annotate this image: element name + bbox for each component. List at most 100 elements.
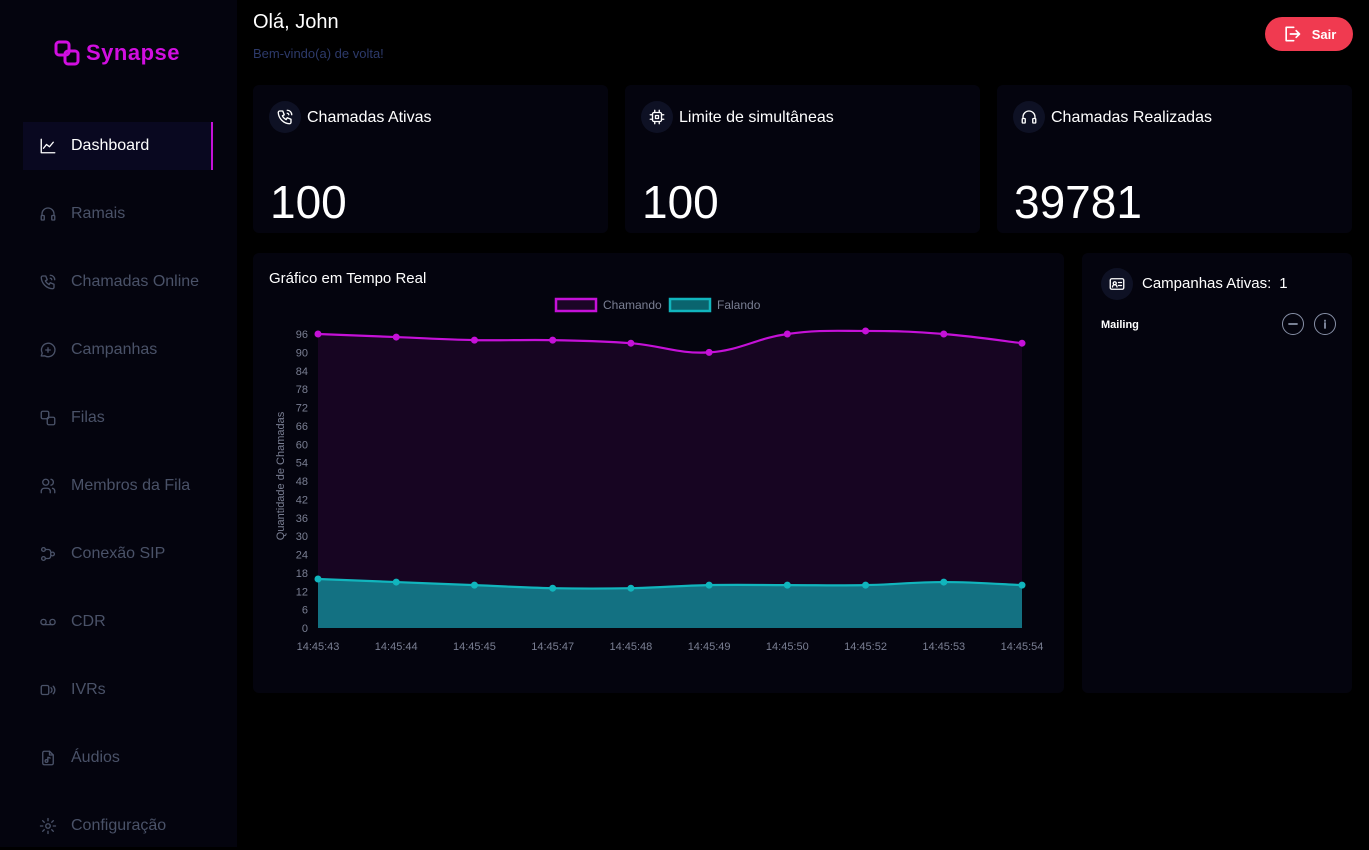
stat-icon-wrap xyxy=(641,101,673,133)
gear-icon xyxy=(39,817,57,835)
data-point[interactable] xyxy=(392,333,400,341)
sidebar-item-label: Chamadas Online xyxy=(71,273,200,290)
stat-value: 100 xyxy=(270,176,347,228)
legend-swatch[interactable] xyxy=(668,297,712,313)
series-line-chamando xyxy=(317,329,1023,354)
campaign-info-button[interactable] xyxy=(1314,313,1336,335)
y-tick-label: 36 xyxy=(296,513,308,525)
x-tick-label: 14:45:49 xyxy=(688,641,731,653)
sidebar-item-label: Dashboard xyxy=(71,137,150,154)
sidebar-item-campanhas[interactable]: Campanhas xyxy=(23,326,213,374)
sidebar-item-label: Conexão SIP xyxy=(71,545,166,562)
cpu-icon xyxy=(649,109,665,125)
sidebar-item-membros-da-fila[interactable]: Membros da Fila xyxy=(23,462,213,510)
x-tick-label: 14:45:50 xyxy=(766,641,809,653)
stat-card-limite-simultaneas: Limite de simultâneas 100 xyxy=(625,85,980,233)
y-tick-label: 24 xyxy=(296,550,308,562)
sidebar-item-chamadas-online[interactable]: Chamadas Online xyxy=(23,258,213,306)
data-point[interactable] xyxy=(940,578,948,586)
voicemail-icon xyxy=(40,618,56,626)
phone-call-icon xyxy=(40,274,56,290)
y-tick-label: 78 xyxy=(296,384,308,396)
data-point[interactable] xyxy=(705,581,713,589)
data-point[interactable] xyxy=(1018,581,1026,589)
legend-label[interactable]: Falando xyxy=(717,298,761,312)
stat-label: Chamadas Realizadas xyxy=(1051,109,1212,126)
pause-campaign-button[interactable] xyxy=(1282,313,1304,335)
message-plus-icon xyxy=(40,342,56,358)
campaign-icon-wrap xyxy=(1101,268,1133,300)
x-tick-label: 14:45:43 xyxy=(297,641,340,653)
realtime-chart-card: Gráfico em Tempo Real Chamando Falando 0 6… xyxy=(253,253,1064,693)
data-point[interactable] xyxy=(783,330,791,338)
data-point[interactable] xyxy=(627,584,635,592)
x-tick-label: 14:45:52 xyxy=(844,641,887,653)
campaigns-count: 1 xyxy=(1279,275,1288,292)
logout-label: Sair xyxy=(1311,26,1337,42)
data-point[interactable] xyxy=(314,575,322,583)
y-tick-label: 54 xyxy=(296,458,308,470)
data-point[interactable] xyxy=(549,336,557,344)
legend-label[interactable]: Chamando xyxy=(603,298,662,312)
realtime-chart: Chamando Falando 0 6 12 18 24 30 36 42 48 54 60 66 72… xyxy=(275,297,1044,653)
network-icon xyxy=(40,546,56,562)
data-point[interactable] xyxy=(392,578,400,586)
y-tick-label: 84 xyxy=(296,366,308,378)
series-line-falando xyxy=(317,577,1023,590)
chart-y-axis-label: Quantidade de Chamadas xyxy=(275,411,287,540)
y-tick-label: 72 xyxy=(296,403,308,415)
sidebar-item-ivrs[interactable]: IVRs xyxy=(23,666,213,714)
queue-icon xyxy=(40,410,56,426)
synapse-logo-icon xyxy=(54,40,80,66)
ivr-icon xyxy=(40,684,56,696)
sidebar-item-configuracao[interactable]: Configuração xyxy=(23,802,213,850)
data-point[interactable] xyxy=(549,584,557,592)
sidebar-item-cdr[interactable]: CDR xyxy=(23,598,213,646)
stat-label: Limite de simultâneas xyxy=(679,109,834,126)
campaigns-card: Campanhas Ativas: 1 Mailing xyxy=(1082,253,1352,693)
audio-file-icon xyxy=(42,750,54,766)
campaigns-title-label: Campanhas Ativas: xyxy=(1142,275,1272,292)
brand-logo[interactable]: Synapse xyxy=(54,40,180,66)
brand-name: Synapse xyxy=(86,40,180,65)
x-tick-label: 14:45:54 xyxy=(1001,641,1044,653)
y-tick-label: 96 xyxy=(296,329,308,341)
sidebar-item-conexao-sip[interactable]: Conexão SIP xyxy=(23,530,213,578)
sidebar-item-dashboard[interactable]: Dashboard xyxy=(23,122,213,170)
sidebar-item-audios[interactable]: Áudios xyxy=(23,734,213,782)
series-area-chamando xyxy=(318,330,1022,628)
data-point[interactable] xyxy=(470,581,478,589)
page-title: Olá, John xyxy=(253,11,339,33)
logout-button[interactable]: Sair xyxy=(1265,17,1353,51)
sidebar-item-label: Campanhas xyxy=(71,341,158,358)
sidebar-item-filas[interactable]: Filas xyxy=(23,394,213,442)
stat-card-chamadas-realizadas: Chamadas Realizadas 39781 xyxy=(997,85,1352,233)
sidebar-item-label: Filas xyxy=(71,409,105,426)
sidebar-item-label: CDR xyxy=(71,613,106,630)
welcome-subtitle: Bem-vindo(a) de volta! xyxy=(253,46,384,61)
x-tick-label: 14:45:48 xyxy=(609,641,652,653)
campaigns-title: Campanhas Ativas: 1 xyxy=(1142,275,1288,292)
sidebar-item-ramais[interactable]: Ramais xyxy=(23,190,213,238)
data-point[interactable] xyxy=(940,330,948,338)
minus-icon xyxy=(1288,323,1298,325)
data-point[interactable] xyxy=(627,339,635,347)
sidebar-item-label: Ramais xyxy=(71,205,126,222)
data-point[interactable] xyxy=(862,327,870,335)
x-tick-label: 14:45:44 xyxy=(375,641,418,653)
campaign-name: Mailing xyxy=(1101,319,1139,331)
data-point[interactable] xyxy=(705,348,713,356)
legend-swatch[interactable] xyxy=(554,297,598,313)
y-tick-label: 90 xyxy=(296,347,308,359)
sidebar-item-label: Configuração xyxy=(71,817,167,834)
y-tick-label: 30 xyxy=(296,531,308,543)
y-tick-label: 42 xyxy=(296,494,308,506)
y-tick-label: 48 xyxy=(296,476,308,488)
stat-label: Chamadas Ativas xyxy=(307,109,432,126)
data-point[interactable] xyxy=(783,581,791,589)
data-point[interactable] xyxy=(470,336,478,344)
data-point[interactable] xyxy=(1018,339,1026,347)
data-point[interactable] xyxy=(314,330,322,338)
stat-icon-wrap xyxy=(269,101,301,133)
data-point[interactable] xyxy=(862,581,870,589)
